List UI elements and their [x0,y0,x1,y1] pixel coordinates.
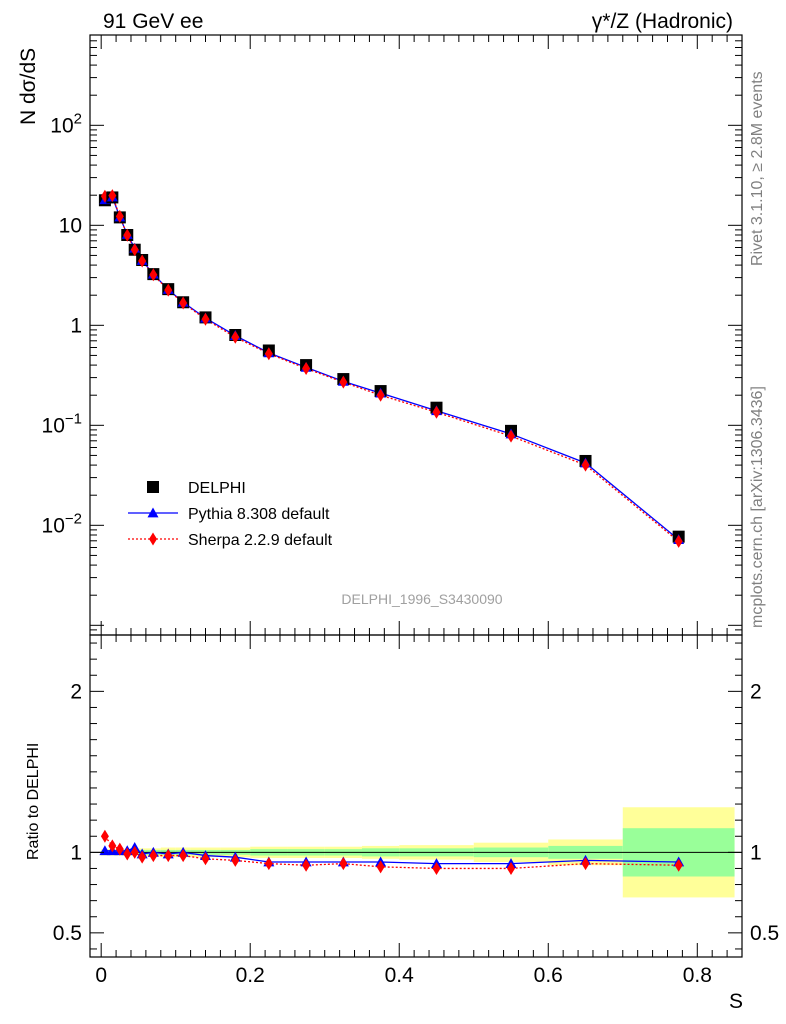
ratio-y-tick-label-right: 1 [750,841,762,864]
sherpa-ratio-point [149,849,158,863]
sherpa-ratio-point [231,853,240,867]
sherpa-point [339,375,348,389]
sherpa-point [149,268,158,282]
x-tick-label: 0.4 [385,964,415,987]
sherpa-ratio-point [123,847,132,861]
ratio-plot-frame [89,634,743,958]
legend-label: DELPHI [188,480,246,497]
sherpa-point [179,296,188,310]
x-tick-label: 0.6 [534,964,563,987]
sherpa-point [164,283,173,297]
sherpa-point [123,228,132,242]
y-tick-label: 10−2 [42,510,82,537]
y-tick-label: 10 [59,214,82,237]
axis-ticks [90,34,742,957]
sherpa-ratio-point [264,857,273,871]
x-axis-label: S [729,990,743,1013]
mcplots-side-label: mcplots.cern.ch [arXiv:1306.3436] [749,386,766,628]
sherpa-ratio-point [100,829,109,843]
x-tick-label: 0.8 [683,964,712,987]
sherpa-ratio-point [507,861,516,875]
ratio-y-tick-label-right: 2 [750,680,762,703]
sherpa-point [231,330,240,344]
sherpa-point [115,209,124,223]
sherpa-point [302,361,311,375]
sherpa-point [432,405,441,419]
sherpa-ratio-point [581,857,590,871]
legend-delphi-marker [147,481,159,493]
sherpa-ratio-point [302,858,311,872]
sherpa-ratio-point [432,861,441,875]
analysis-watermark: DELPHI_1996_S3430090 [341,591,502,607]
header-right-title: γ*/Z (Hadronic) [592,10,733,33]
x-tick-label: 0 [95,964,107,987]
sherpa-ratio-point [130,845,139,859]
sherpa-ratio-point [339,857,348,871]
sherpa-point [376,388,385,402]
sherpa-point [130,243,139,257]
tick-labels: 0 0.2 0.4 0.6 0.8 10−2 10−1 1 10 102 0.5 0.5 1 1 2 2 [42,110,780,987]
y-tick-label: 102 [50,110,82,137]
sherpa-point [201,312,210,326]
legend: DELPHI Pythia 8.308 default Sherpa 2.2.9 d… [128,480,333,549]
ratio-y-tick-label-right: 0.5 [750,922,779,945]
y-tick-label: 10−1 [42,410,82,437]
sherpa-ratio-point [179,849,188,863]
sherpa-ratio-point [108,839,117,853]
x-tick-label: 0.2 [236,964,265,987]
uncertainty-bands [90,807,742,898]
sherpa-ratio-point [115,842,124,856]
main-y-axis-label: N dσ/dS [17,48,40,125]
sherpa-ratio-point [164,849,173,863]
y-tick-label: 1 [70,314,82,337]
sherpa-point [264,347,273,361]
header-left-title: 91 GeV ee [103,10,203,33]
sherpa-ratio-point [376,860,385,874]
sherpa-point [108,189,117,203]
ratio-y-tick-label: 1 [70,841,82,864]
legend-label: Sherpa 2.2.9 default [188,532,333,549]
ratio-y-tick-label: 2 [70,680,82,703]
rivet-side-label: Rivet 3.1.10, ≥ 2.8M events [749,71,766,266]
sherpa-point [507,429,516,443]
sherpa-ratio-point [674,858,683,872]
sherpa-point [674,534,683,548]
legend-sherpa-marker [149,532,157,546]
legend-pythia-marker [147,507,159,518]
sherpa-point [138,254,147,268]
ratio-y-axis-label: Ratio to DELPHI [25,743,42,860]
sherpa-point [581,458,590,472]
legend-label: Pythia 8.308 default [188,506,330,523]
data-markers [98,189,685,875]
ratio-y-tick-label: 0.5 [53,922,82,945]
sherpa-ratio-point [201,852,210,866]
sherpa-ratio-point [138,850,147,864]
